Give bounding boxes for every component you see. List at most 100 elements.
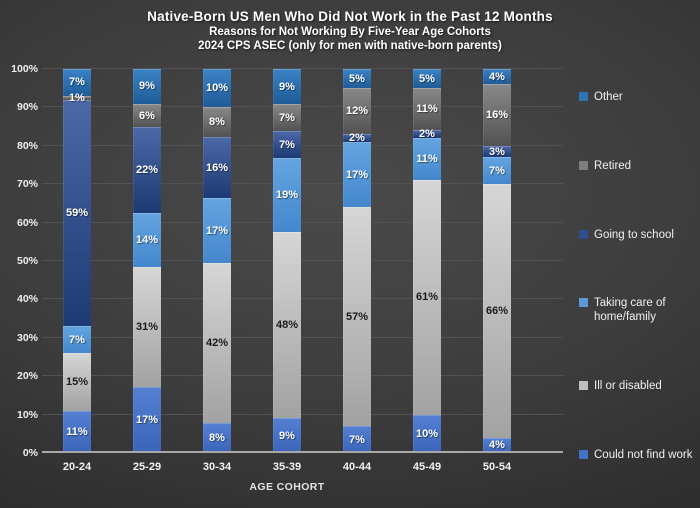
- segment-value-label: 6%: [139, 109, 155, 122]
- y-tick-30: 30%: [16, 331, 38, 344]
- y-tick-40: 40%: [16, 293, 38, 306]
- segment-going-to-school: 2%: [343, 132, 371, 144]
- segment-retired: 6%: [133, 103, 161, 128]
- segment-value-label: 15%: [65, 375, 89, 388]
- segment-value-label: 3%: [489, 145, 505, 158]
- segment-value-label: 8%: [209, 431, 225, 444]
- segment-value-label: 7%: [489, 164, 505, 177]
- segment-taking-care-of-home-family: 17%: [343, 141, 371, 208]
- segment-going-to-school: 59%: [63, 99, 91, 327]
- gridline-20: [42, 375, 563, 377]
- bar-40-44: 7% 57% 17% 2% 12% 5%: [343, 69, 371, 453]
- segment-value-label: 7%: [69, 333, 85, 346]
- segment-value-label: 7%: [69, 76, 85, 89]
- y-tick-90: 90%: [16, 101, 38, 114]
- segment-value-label: 10%: [415, 427, 439, 440]
- segment-retired: 7%: [273, 103, 301, 132]
- segment-value-label: 16%: [485, 109, 509, 122]
- legend-swatch-icon: [579, 449, 588, 459]
- x-tick-50-54: 50-54: [482, 461, 512, 473]
- x-axis-ticks: 20-24 25-29 30-34 35-39 40-44 45-49 50-54: [42, 461, 532, 473]
- legend: Other Retired Going to school Taking care o…: [579, 90, 697, 462]
- legend-item-could-not-find-work: Could not find work: [579, 448, 697, 462]
- chart-subtitle-source: 2024 CPS ASEC (only for men with native-…: [198, 40, 502, 52]
- y-tick-80: 80%: [16, 139, 38, 152]
- legend-item-taking-care-of-home-family: Taking care of home/family: [579, 296, 697, 324]
- chart-title: Native-Born US Men Who Did Not Work in t…: [147, 9, 553, 24]
- legend-label: Ill or disabled: [594, 380, 662, 393]
- segment-taking-care-of-home-family: 7%: [63, 326, 91, 354]
- segment-going-to-school: 7%: [273, 131, 301, 159]
- legend-label: Other: [594, 91, 623, 103]
- title-block: Native-Born US Men Who Did Not Work in t…: [0, 9, 700, 52]
- segment-value-label: 9%: [279, 429, 295, 442]
- x-axis-title: AGE COHORT: [249, 481, 325, 493]
- segment-value-label: 22%: [135, 163, 159, 176]
- segment-value-label: 11%: [416, 153, 438, 166]
- gridline-80: [42, 144, 563, 146]
- segment-other: 9%: [273, 69, 301, 104]
- segment-value-label: 61%: [415, 291, 439, 304]
- segment-taking-care-of-home-family: 7%: [483, 157, 511, 185]
- segment-value-label: 4%: [489, 439, 505, 452]
- plot-area: 11% 15% 7% 59% 1% 7% 17% 31% 14% 22% 6% 9% 8% 42% 17% 1…: [42, 68, 563, 453]
- segment-ill-or-disabled: 66%: [483, 184, 511, 438]
- legend-item-other: Other: [579, 90, 697, 104]
- segment-value-label: 8%: [209, 116, 225, 129]
- y-tick-10: 10%: [16, 408, 38, 421]
- segment-value-label: 9%: [279, 80, 295, 93]
- legend-item-ill-or-disabled: Ill or disabled: [579, 379, 697, 393]
- segment-value-label: 31%: [135, 320, 159, 333]
- chart-subtitle: Reasons for Not Working By Five-Year Age…: [209, 26, 491, 38]
- bars-container: 11% 15% 7% 59% 1% 7% 17% 31% 14% 22% 6% 9% 8% 42% 17% 1…: [42, 69, 532, 453]
- segment-other: 7%: [63, 69, 91, 96]
- x-tick-40-44: 40-44: [342, 461, 372, 473]
- segment-retired: 16%: [483, 84, 511, 146]
- y-tick-0: 0%: [22, 447, 38, 459]
- segment-value-label: 17%: [135, 414, 159, 427]
- segment-ill-or-disabled: 57%: [343, 207, 371, 427]
- legend-swatch-icon: [579, 381, 588, 391]
- gridline-40: [42, 298, 563, 300]
- x-tick-35-39: 35-39: [272, 461, 302, 473]
- x-tick-45-49: 45-49: [412, 461, 442, 473]
- segment-retired: 1%: [63, 92, 91, 104]
- segment-ill-or-disabled: 61%: [413, 180, 441, 415]
- segment-value-label: 11%: [66, 425, 88, 438]
- segment-value-label: 1%: [69, 91, 85, 104]
- segment-value-label: 7%: [279, 138, 295, 151]
- segment-value-label: 9%: [139, 80, 155, 93]
- segment-value-label: 10%: [205, 82, 229, 95]
- segment-retired: 11%: [413, 88, 441, 131]
- y-tick-70: 70%: [16, 178, 38, 191]
- legend-label: Could not find work: [594, 448, 693, 461]
- segment-value-label: 5%: [419, 72, 435, 85]
- segment-value-label: 2%: [419, 128, 435, 141]
- segment-going-to-school: 16%: [203, 137, 231, 199]
- bar-50-54: 4% 66% 7% 3% 16% 4%: [483, 69, 511, 453]
- segment-other: 5%: [413, 69, 441, 89]
- legend-label: Going to school: [594, 228, 674, 241]
- gridline-90: [42, 106, 563, 108]
- segment-could-not-find-work: 9%: [273, 418, 301, 453]
- segment-could-not-find-work: 4%: [483, 437, 511, 453]
- gridline-100: [42, 68, 563, 69]
- legend-label: Retired: [594, 159, 632, 172]
- bar-45-49: 10% 61% 11% 2% 11% 5%: [413, 69, 441, 453]
- gridline-50: [42, 260, 563, 261]
- segment-retired: 8%: [203, 107, 231, 138]
- gridline-30: [42, 336, 563, 338]
- legend-swatch-icon: [579, 92, 588, 101]
- segment-value-label: 4%: [489, 70, 505, 83]
- segment-value-label: 7%: [349, 433, 365, 446]
- segment-going-to-school: 22%: [133, 127, 161, 213]
- legend-label: Taking care of home/family: [594, 297, 666, 324]
- legend-swatch-icon: [579, 298, 588, 308]
- legend-item-going-to-school: Going to school: [579, 228, 697, 242]
- segment-could-not-find-work: 10%: [413, 414, 441, 453]
- segment-could-not-find-work: 7%: [343, 426, 371, 453]
- segment-going-to-school: 3%: [483, 146, 511, 158]
- segment-other: 5%: [343, 69, 371, 89]
- segment-could-not-find-work: 17%: [133, 387, 161, 453]
- segment-value-label: 59%: [65, 207, 89, 220]
